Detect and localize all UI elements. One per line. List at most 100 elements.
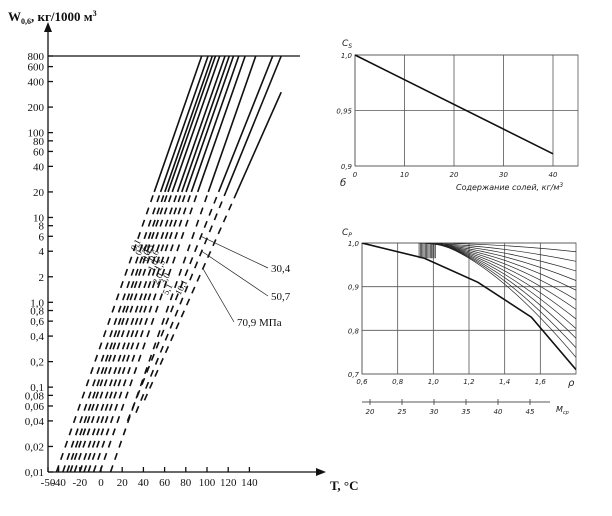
main-curve-dashed — [135, 191, 227, 413]
main-curve-solid — [153, 56, 203, 193]
panel-b-x-tick-label: 10 — [400, 171, 409, 179]
panel-c-x-tick-label: 1,0 — [428, 378, 440, 386]
main-y-tick-label: 0,6 — [30, 316, 44, 328]
main-curve-label: 0,6 — [147, 248, 161, 263]
main-y-tick-label: 60 — [33, 146, 45, 158]
main-curve-label: 30,4 — [271, 263, 291, 275]
main-x-tick-label: 60 — [159, 477, 171, 489]
panel-c-xlabel2: Mср — [556, 405, 569, 416]
main-x-tick-label: 120 — [220, 477, 237, 489]
main-curve-label: 2,0 — [150, 271, 164, 286]
main-x-tick-label: -40 — [51, 477, 66, 489]
main-y-tick-label: 0,4 — [30, 331, 44, 343]
main-y-tick-label: 200 — [28, 102, 45, 114]
main-curve-label: 5,1 — [160, 282, 174, 297]
panel-c-secondary-tick-label: 20 — [366, 408, 375, 416]
panel-c-fan-curve — [431, 243, 576, 329]
panel-b-y-tick-label: 0,9 — [341, 163, 353, 171]
main-curve-dashed — [66, 191, 166, 472]
main-curve-label: 50,7 — [271, 291, 291, 303]
panel-b-letter: б — [340, 177, 346, 189]
panel-b-x-tick-label: 20 — [450, 171, 459, 179]
panel-c-fan-curve — [430, 243, 576, 320]
main-curve-labels: 0,10,20,30,40,61,01,52,03,05,110,130,450… — [128, 235, 291, 329]
panel-c-xlabel: ρ — [568, 378, 575, 389]
main-chart: W0,6, кг/1000 м3 Т, °С 80060040020010080… — [8, 9, 358, 493]
main-curve-dashed — [87, 191, 187, 472]
main-curve-dashed — [99, 191, 199, 472]
panel-b-line — [354, 54, 554, 155]
panel-c-ylabel: CP — [342, 228, 352, 239]
main-xlabel: Т, °С — [330, 478, 358, 493]
main-curve-dashed — [55, 191, 156, 472]
main-y-arrow — [44, 22, 52, 32]
panel-c-secondary-ticks: 20 25 30 35 40 45 — [366, 399, 535, 416]
main-curve-dashed — [83, 191, 183, 472]
panel-b-y-tick-label: 0,95 — [336, 108, 352, 116]
main-curve-dashed — [92, 191, 193, 472]
panel-c-x-tick-label: 0,8 — [392, 378, 404, 386]
main-x-tick-label: 140 — [241, 477, 258, 489]
main-curve-pointer — [200, 235, 269, 269]
main-curve-dashed — [62, 191, 162, 472]
main-curve-solid — [176, 56, 226, 193]
main-y-tick-label: 80 — [33, 136, 45, 148]
main-x-tick-label: 40 — [138, 477, 150, 489]
main-curve-dashed — [79, 191, 179, 472]
main-curve-label: 1,5 — [153, 257, 167, 272]
main-y-tick-label: 0,08 — [25, 390, 45, 402]
main-y-tick-label: 20 — [33, 187, 45, 199]
main-y-tick-label: 0,2 — [30, 357, 44, 369]
main-curve-solid — [196, 56, 246, 193]
panel-b-y-tick-label: 1,0 — [341, 52, 353, 60]
main-curve-solid — [207, 56, 257, 193]
main-curve-label: 0,3 — [141, 242, 155, 257]
main-curve-dashed — [109, 191, 210, 472]
panel-c-y-tick-label: 0,8 — [348, 327, 360, 335]
panel-b-series — [354, 54, 554, 155]
main-curve-dashed — [126, 191, 220, 422]
panel-b-xlabel: Содержание солей, кг/м3 — [456, 182, 563, 192]
panel-c-fan-curve — [436, 243, 576, 358]
main-x-arrow — [316, 468, 326, 476]
main-curve-label: 0,4 — [140, 248, 154, 263]
main-curve-pointer — [202, 268, 235, 323]
main-curve-label: 70,9 МПа — [237, 317, 282, 329]
main-y-tick-label: 0,06 — [25, 401, 45, 413]
main-y-tick-label: 8 — [39, 221, 45, 233]
main-curve-solid — [159, 56, 209, 193]
main-x-tick-label: 0 — [98, 477, 104, 489]
panel-c-y-tick-label: 0,9 — [348, 284, 360, 292]
pressure-correction-chart: CP 0,6 0,8 1,0 1,2 1,4 1,6 1,0 0,9 0,8 0,7 ρ 20 25… — [342, 228, 577, 416]
main-x-tick-label: 100 — [199, 477, 216, 489]
main-y-tick-label: 4 — [39, 246, 45, 258]
panel-c-secondary-tick-label: 35 — [462, 408, 471, 416]
panel-c-x-tick-label: 0,6 — [356, 378, 368, 386]
main-curve-solid — [190, 56, 240, 193]
panel-c-y-tick-label: 1,0 — [348, 240, 360, 248]
main-curve-solid — [236, 91, 282, 193]
main-y-tick-label: 400 — [28, 77, 45, 89]
main-y-tick-label: 40 — [33, 161, 45, 173]
main-curve-label: 0,1 — [128, 238, 142, 253]
main-y-tick-label: 800 — [28, 51, 45, 63]
panel-c-ticks: 0,6 0,8 1,0 1,2 1,4 1,6 1,0 0,9 0,8 0,7 — [348, 240, 547, 386]
panel-c-y-tick-label: 0,7 — [348, 371, 360, 379]
panel-b-ticks: 0 10 20 30 40 1,0 0,95 0,9 — [336, 52, 558, 179]
main-y-tick-label: 0,8 — [30, 306, 44, 318]
main-curve-solid — [217, 56, 274, 193]
panel-c-envelope — [362, 243, 576, 371]
main-y-tick-label: 600 — [28, 62, 45, 74]
main-curves — [55, 56, 282, 472]
panel-b-x-tick-label: 40 — [549, 171, 558, 179]
main-curve-solid — [171, 56, 221, 193]
panel-c-x-tick-label: 1,4 — [499, 378, 510, 386]
panel-c-secondary-tick-label: 40 — [494, 408, 503, 416]
main-ylabel: W0,6, кг/1000 м3 — [8, 9, 97, 26]
panel-c-x-tick-label: 1,2 — [463, 378, 475, 386]
panel-c-fan-curve — [427, 243, 576, 301]
main-curve-solid — [167, 56, 217, 193]
main-curve-pointer — [201, 250, 269, 297]
panel-c-series — [362, 243, 576, 371]
